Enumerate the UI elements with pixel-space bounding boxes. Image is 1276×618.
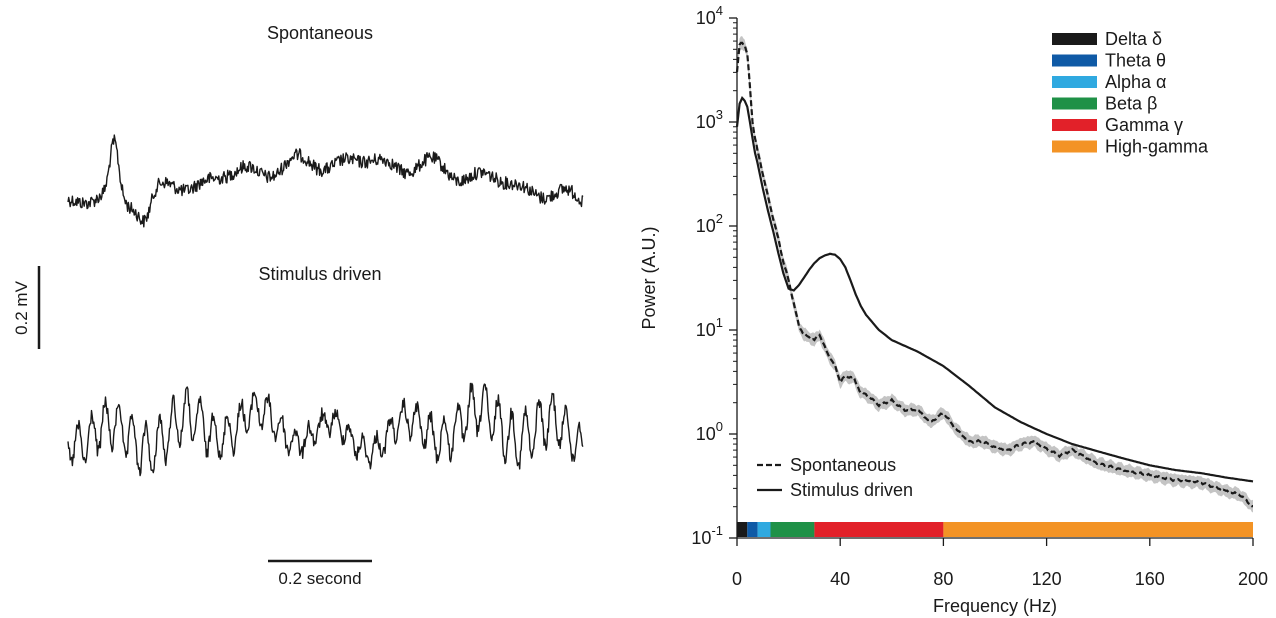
band-legend-label-2: Alpha α xyxy=(1105,72,1166,92)
band-legend-label-4: Gamma γ xyxy=(1105,115,1183,135)
stimulus-driven-trace xyxy=(67,382,584,477)
y-axis-label: Power (A.U.) xyxy=(639,226,659,329)
x-axis-ticks: 0 40 80 120 160 200 xyxy=(732,538,1268,589)
amplitude-scale-label: 0.2 mV xyxy=(12,280,31,335)
y-tick-label-1: 100 xyxy=(696,419,723,444)
x-tick-label-1: 40 xyxy=(830,569,850,589)
spontaneous-trace xyxy=(67,134,584,228)
band-segment-5 xyxy=(943,522,1253,537)
y-tick-label-4: 103 xyxy=(696,107,723,132)
band-legend-swatch-1 xyxy=(1052,54,1097,67)
x-tick-label-0: 0 xyxy=(732,569,742,589)
y-tick-label-2: 101 xyxy=(696,315,723,340)
y-tick-label-0: 10-1 xyxy=(691,523,723,548)
legend-stimulus-label: Stimulus driven xyxy=(790,480,913,500)
band-legend-label-1: Theta θ xyxy=(1105,51,1166,71)
legend-spontaneous-label: Spontaneous xyxy=(790,455,896,475)
x-tick-label-3: 120 xyxy=(1032,569,1062,589)
time-scale-label: 0.2 second xyxy=(278,569,361,588)
band-legend-label-5: High-gamma xyxy=(1105,137,1209,157)
x-axis-label: Frequency (Hz) xyxy=(933,596,1057,616)
y-tick-label-3: 102 xyxy=(696,211,723,236)
band-legend-swatch-2 xyxy=(1052,76,1097,88)
band-legend-swatch-0 xyxy=(1052,33,1097,45)
band-segment-3 xyxy=(770,522,815,537)
band-legend-swatch-4 xyxy=(1052,119,1097,131)
traces-panel: Spontaneous Stimulus driven 0.2 mV 0.2 s… xyxy=(12,23,584,588)
y-tick-label-5: 104 xyxy=(696,3,723,28)
band-segment-4 xyxy=(814,522,944,537)
band-legend-swatch-3 xyxy=(1052,97,1097,110)
series-legend: Spontaneous Stimulus driven xyxy=(757,455,913,500)
frequency-band-bar xyxy=(737,522,1253,537)
y-axis-ticks: 10-1 100 101 102 103 104 xyxy=(691,3,737,548)
stimulus-driven-spectrum-line xyxy=(735,96,1254,483)
x-tick-label-2: 80 xyxy=(933,569,953,589)
spontaneous-spectrum-line xyxy=(735,41,1253,508)
band-legend-label-0: Delta δ xyxy=(1105,29,1162,49)
x-tick-label-4: 160 xyxy=(1135,569,1165,589)
band-legend-label-3: Beta β xyxy=(1105,94,1157,114)
spontaneous-trace-title: Spontaneous xyxy=(267,23,373,43)
stimulus-trace-title: Stimulus driven xyxy=(258,264,381,284)
spectrum-panel: 10-1 100 101 102 103 104 0 40 80 120 160 200 Power… xyxy=(639,3,1268,616)
x-tick-label-5: 200 xyxy=(1238,569,1268,589)
spontaneous-error-band xyxy=(737,36,1253,513)
band-legend-swatch-5 xyxy=(1052,140,1097,153)
band-segment-2 xyxy=(757,522,771,537)
band-segment-0 xyxy=(737,522,748,537)
band-segment-1 xyxy=(747,522,758,537)
